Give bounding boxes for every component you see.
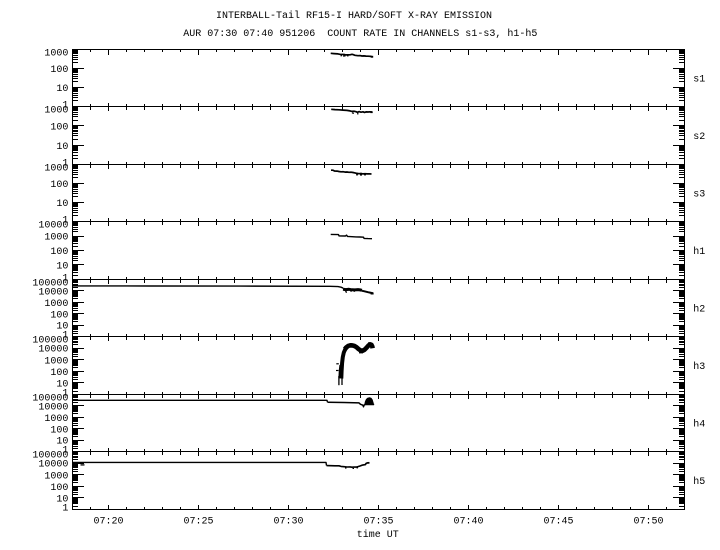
svg-text:h3: h3 [693,361,705,373]
svg-text:1: 1 [62,159,68,170]
svg-text:100: 100 [50,483,68,494]
svg-text:10: 10 [56,142,68,153]
svg-text:10000: 10000 [38,288,68,299]
svg-text:h1: h1 [693,246,705,258]
svg-text:10000: 10000 [38,221,68,232]
svg-text:1000: 1000 [44,299,68,310]
svg-text:1: 1 [62,274,68,285]
svg-text:10: 10 [56,262,68,273]
svg-text:s1: s1 [693,75,705,86]
svg-text:100000: 100000 [32,336,68,347]
svg-text:1000: 1000 [44,356,68,367]
svg-text:100: 100 [50,122,68,133]
svg-text:1000: 1000 [44,106,68,117]
svg-text:10: 10 [56,199,68,210]
svg-text:100: 100 [50,65,68,76]
svg-text:10: 10 [56,495,68,506]
svg-text:10: 10 [56,322,68,333]
svg-text:07:35: 07:35 [363,516,393,527]
svg-text:07:30: 07:30 [273,516,303,527]
svg-text:s2: s2 [693,132,705,143]
svg-text:07:25: 07:25 [183,516,213,527]
svg-text:100: 100 [50,425,68,436]
svg-text:100000: 100000 [32,394,68,405]
svg-text:1000: 1000 [44,471,68,482]
svg-text:1000: 1000 [44,164,68,175]
svg-text:1: 1 [62,101,68,112]
svg-text:h5: h5 [693,476,705,488]
svg-text:10: 10 [56,380,68,391]
svg-text:10000: 10000 [38,403,68,414]
svg-text:100000: 100000 [32,279,68,290]
svg-text:07:45: 07:45 [543,516,573,527]
svg-text:1: 1 [62,216,68,227]
svg-text:1000: 1000 [44,233,68,244]
svg-text:10000: 10000 [38,460,68,471]
svg-text:100: 100 [50,368,68,379]
svg-text:07:50: 07:50 [633,516,663,527]
svg-text:100000: 100000 [32,451,68,462]
svg-text:100: 100 [50,247,68,258]
svg-text:10000: 10000 [38,345,68,356]
svg-text:1: 1 [62,446,68,457]
svg-text:10: 10 [56,84,68,95]
svg-text:s3: s3 [693,190,705,201]
svg-text:AUR 07:30 07:40 951206 COUNT: AUR 07:30 07:40 951206 COUNT RATE IN CHA… [183,28,537,40]
svg-text:INTERBALL-Tail RF15-I HARD/SOF: INTERBALL-Tail RF15-I HARD/SOFT X-RAY EM… [216,10,492,22]
svg-text:07:40: 07:40 [453,516,483,527]
svg-text:100: 100 [50,310,68,321]
svg-text:time UT: time UT [357,529,399,541]
svg-text:07:20: 07:20 [93,516,123,527]
svg-text:h4: h4 [693,419,705,431]
svg-text:10: 10 [56,437,68,448]
svg-text:100: 100 [50,180,68,191]
svg-text:h2: h2 [693,304,705,316]
svg-text:1000: 1000 [44,414,68,425]
svg-text:1: 1 [62,389,68,400]
svg-text:1000: 1000 [44,49,68,60]
svg-text:1: 1 [62,331,68,342]
svg-text:1: 1 [62,504,68,515]
